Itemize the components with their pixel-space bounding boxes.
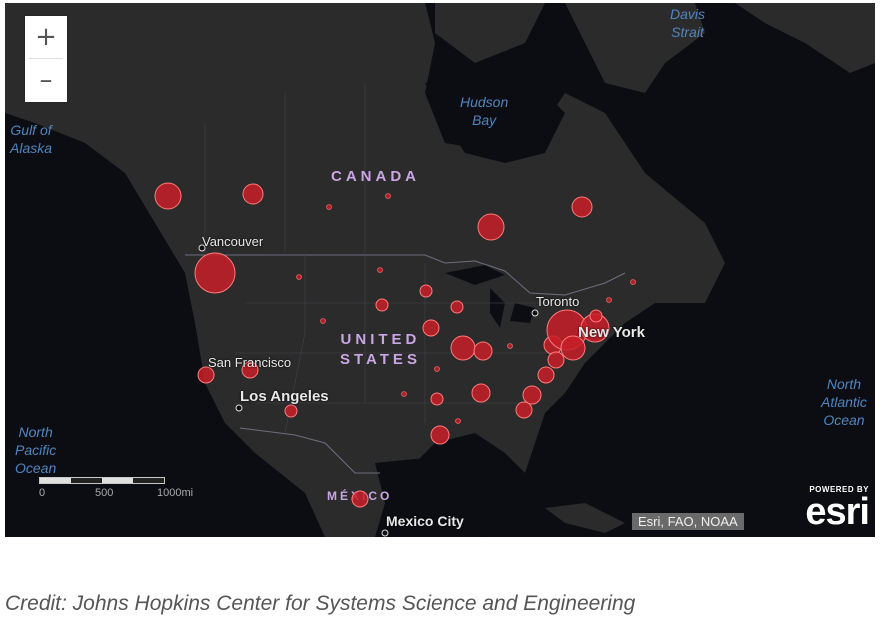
case-marker[interactable] bbox=[284, 404, 298, 418]
credit-caption: Credit: Johns Hopkins Center for Systems… bbox=[5, 592, 636, 615]
case-marker[interactable] bbox=[507, 343, 513, 349]
city-dots bbox=[198, 244, 539, 537]
case-marker[interactable] bbox=[401, 391, 407, 397]
case-marker[interactable] bbox=[515, 401, 533, 419]
label-north-atlantic: North Atlantic Ocean bbox=[821, 376, 867, 428]
case-marker[interactable] bbox=[522, 385, 542, 405]
case-marker[interactable] bbox=[537, 366, 555, 384]
zoom-divider bbox=[29, 58, 63, 59]
basemap bbox=[5, 3, 875, 537]
city-toronto: Toronto bbox=[536, 294, 580, 309]
zoom-control: + – bbox=[25, 16, 67, 102]
label-north-pacific: North Pacific Ocean bbox=[15, 424, 57, 476]
case-marker[interactable] bbox=[547, 351, 565, 369]
label-canada: CANADA bbox=[331, 168, 420, 185]
case-marker[interactable] bbox=[419, 284, 433, 298]
case-marker[interactable] bbox=[430, 392, 444, 406]
case-marker[interactable] bbox=[326, 204, 332, 210]
case-marker[interactable] bbox=[630, 279, 636, 285]
case-marker[interactable] bbox=[320, 318, 326, 324]
label-united-states: UNITED STATES bbox=[340, 331, 421, 368]
powered-by-text: POWERED BY bbox=[809, 485, 869, 494]
case-marker[interactable] bbox=[560, 335, 586, 361]
case-marker[interactable] bbox=[422, 319, 440, 337]
city-dot-toronto bbox=[531, 309, 539, 317]
case-marker[interactable] bbox=[241, 361, 259, 379]
case-marker[interactable] bbox=[473, 341, 493, 361]
zoom-in-button[interactable]: + bbox=[35, 22, 57, 52]
case-marker[interactable] bbox=[571, 196, 593, 218]
esri-logo[interactable]: POWERED BY esri bbox=[785, 485, 870, 533]
scale-label-1000: 1000mi bbox=[157, 487, 194, 499]
case-marker[interactable] bbox=[194, 252, 236, 294]
case-marker[interactable] bbox=[589, 309, 603, 323]
scale-bar: 0 500 1000mi bbox=[39, 477, 193, 499]
city-dot-los-angeles bbox=[235, 404, 243, 412]
city-dot-mexico-city bbox=[381, 529, 389, 537]
city-mexico-city: Mexico City bbox=[386, 513, 464, 529]
case-marker[interactable] bbox=[242, 183, 264, 205]
case-marker[interactable] bbox=[197, 366, 215, 384]
case-marker[interactable] bbox=[477, 213, 505, 241]
city-los-angeles: Los Angeles bbox=[240, 388, 329, 405]
case-marker[interactable] bbox=[377, 267, 383, 273]
case-marker[interactable] bbox=[471, 383, 491, 403]
city-vancouver: Vancouver bbox=[202, 234, 264, 249]
scale-label-500: 500 bbox=[95, 487, 114, 499]
case-marker[interactable] bbox=[154, 182, 182, 210]
case-marker[interactable] bbox=[430, 425, 450, 445]
case-marker[interactable] bbox=[455, 418, 461, 424]
city-new-york: New York bbox=[578, 324, 645, 341]
case-marker[interactable] bbox=[450, 300, 464, 314]
map-view[interactable]: + – Davis Strait Hudson Bay Gulf of Alaska … bbox=[5, 3, 875, 537]
esri-brand: esri bbox=[805, 491, 870, 533]
city-dot-vancouver bbox=[198, 244, 206, 252]
zoom-out-button[interactable]: – bbox=[39, 65, 53, 95]
case-marker[interactable] bbox=[351, 490, 369, 508]
scale-label-0: 0 bbox=[39, 487, 46, 499]
label-gulf-of-alaska: Gulf of Alaska bbox=[10, 122, 53, 156]
case-marker[interactable] bbox=[606, 297, 612, 303]
label-hudson-bay: Hudson Bay bbox=[460, 94, 509, 128]
attribution[interactable]: Esri, FAO, NOAA bbox=[632, 513, 744, 530]
case-marker[interactable] bbox=[434, 366, 440, 372]
scale-bar-graphic bbox=[39, 477, 165, 484]
case-markers bbox=[154, 182, 636, 508]
city-san-francisco: San Francisco bbox=[208, 355, 292, 370]
case-marker[interactable] bbox=[296, 274, 302, 280]
case-marker[interactable] bbox=[385, 193, 391, 199]
label-davis-strait: Davis Strait bbox=[670, 6, 706, 40]
case-marker[interactable] bbox=[375, 298, 389, 312]
